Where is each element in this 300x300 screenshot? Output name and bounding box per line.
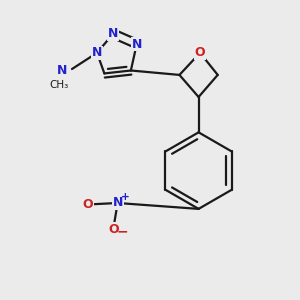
Text: N: N bbox=[108, 27, 119, 40]
Text: +: + bbox=[121, 191, 129, 202]
Text: O: O bbox=[108, 223, 119, 236]
Text: N: N bbox=[112, 196, 123, 209]
Text: N: N bbox=[57, 64, 68, 77]
Text: N: N bbox=[132, 38, 142, 50]
Text: −: − bbox=[116, 225, 128, 239]
Text: N: N bbox=[92, 46, 102, 59]
Text: O: O bbox=[195, 46, 206, 59]
Text: O: O bbox=[83, 198, 94, 211]
Text: CH₃: CH₃ bbox=[49, 80, 68, 90]
